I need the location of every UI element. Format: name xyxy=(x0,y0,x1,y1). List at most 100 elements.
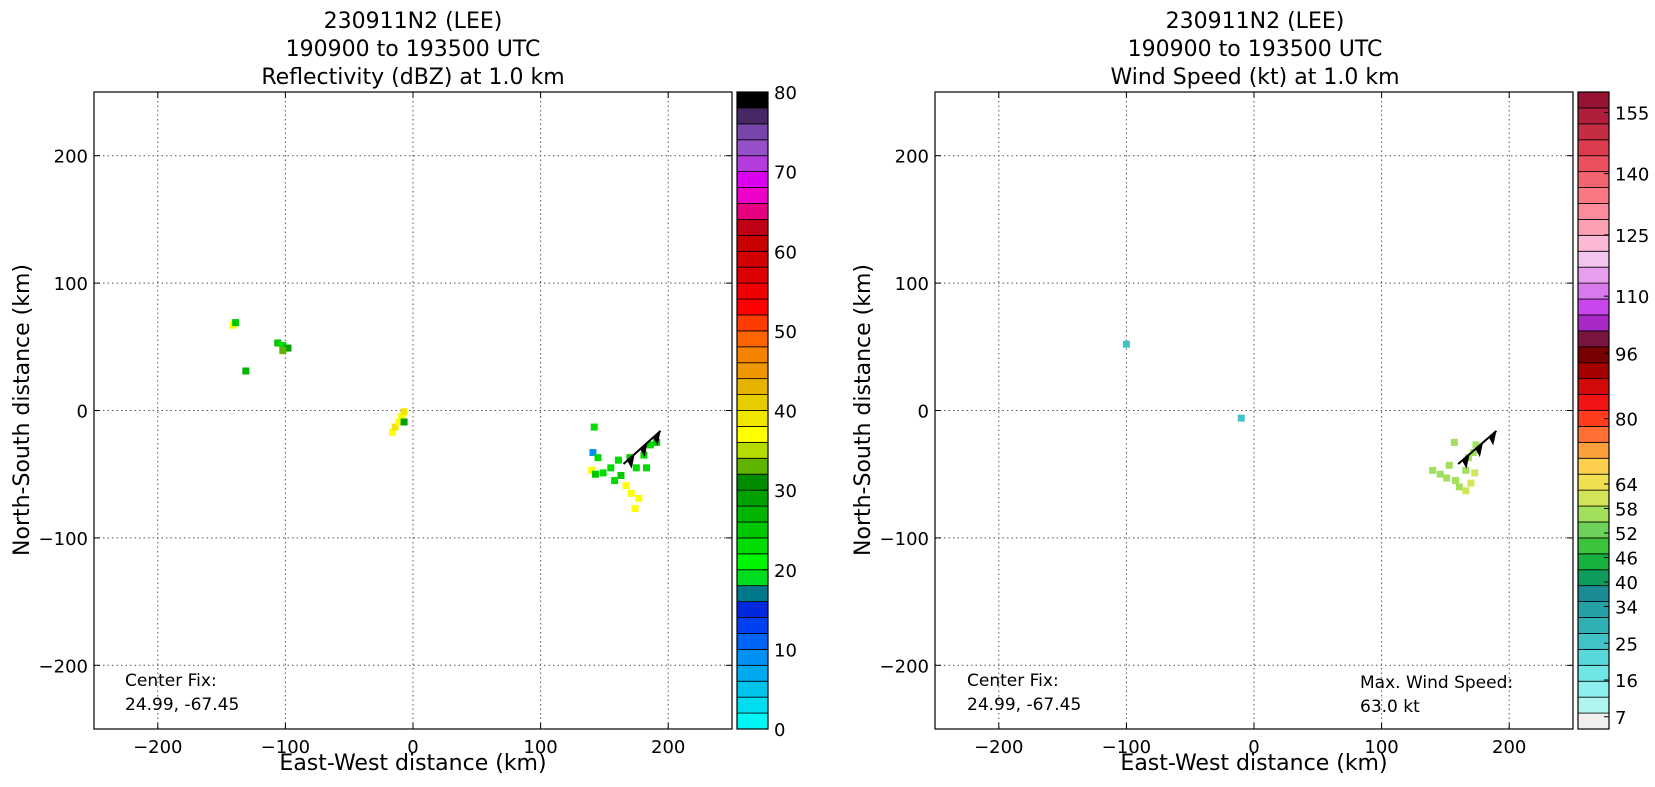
wind-title-line-2: 190900 to 193500 UTC xyxy=(1128,37,1383,62)
reflectivity-colorbar-swatch xyxy=(736,569,769,587)
wind-colorbar-swatch xyxy=(1577,314,1610,332)
reflectivity-echo-cell xyxy=(398,413,406,421)
reflectivity-gridlines xyxy=(94,92,732,729)
reflectivity-colorbar-swatch xyxy=(736,314,769,332)
reflectivity-colorbar-swatch xyxy=(736,123,769,141)
reflectivity-colorbar-swatch xyxy=(736,410,769,427)
wind-colorbar-tick-label: 46 xyxy=(1615,549,1638,570)
wind-y-axis-label: North-South distance (km) xyxy=(851,264,876,556)
wind-echo-cell xyxy=(1455,483,1463,491)
wind-axis-ticks: −200 −100 0 100 200 −200 −100 0 100 200 xyxy=(880,92,1573,758)
reflectivity-echo-cell xyxy=(622,482,630,490)
reflectivity-colorbar-swatch xyxy=(736,346,769,364)
wind-flight-track xyxy=(1457,430,1498,469)
reflectivity-colorbar-swatch xyxy=(736,394,769,411)
reflectivity-echo-cell xyxy=(400,418,408,426)
reflectivity-y-tick-label: −200 xyxy=(39,656,88,677)
reflectivity-colorbar-swatch xyxy=(736,187,769,204)
wind-colorbar-swatch xyxy=(1577,633,1610,650)
wind-colorbar-swatch xyxy=(1577,553,1610,571)
wind-colorbar-swatch xyxy=(1577,234,1610,252)
wind-colorbar-swatch xyxy=(1577,362,1610,380)
reflectivity-colorbar-swatch xyxy=(736,521,769,539)
reflectivity-echo-cell xyxy=(395,418,403,426)
wind-colorbar-swatch xyxy=(1577,473,1610,491)
wind-title-line-3: Wind Speed (kt) at 1.0 km xyxy=(1110,65,1399,90)
wind-echo-cell xyxy=(1443,474,1451,482)
reflectivity-colorbar-swatch xyxy=(736,298,769,316)
wind-center-fix-value: 24.99, -67.45 xyxy=(967,695,1081,715)
wind-colorbar-tick-label: 16 xyxy=(1615,671,1638,692)
reflectivity-colorbar-swatch xyxy=(736,426,769,443)
reflectivity-colorbar-swatch xyxy=(736,473,769,491)
reflectivity-colorbar-swatch xyxy=(736,250,769,268)
reflectivity-echo-cell xyxy=(242,367,250,375)
reflectivity-colorbar-swatch xyxy=(736,617,769,634)
reflectivity-wind-barb-flag xyxy=(653,430,661,446)
reflectivity-echo-cell xyxy=(607,464,615,472)
reflectivity-colorbar-swatch xyxy=(736,712,769,730)
reflectivity-x-tick-label: 200 xyxy=(651,737,685,758)
wind-echo-cell xyxy=(1436,470,1444,478)
wind-colorbar-tick-label: 110 xyxy=(1615,287,1649,308)
reflectivity-echo-cell xyxy=(391,423,399,431)
reflectivity-colorbar-swatch xyxy=(736,234,769,252)
reflectivity-x-tick-label: 0 xyxy=(407,737,418,758)
reflectivity-echo-cell xyxy=(611,477,619,485)
reflectivity-colorbar-swatch xyxy=(736,171,769,188)
reflectivity-colorbar-swatch xyxy=(736,107,769,125)
reflectivity-echo-cell xyxy=(627,489,635,497)
reflectivity-colorbar-swatch xyxy=(736,155,769,173)
wind-y-tick-label: −100 xyxy=(880,529,929,550)
wind-colorbar-swatch xyxy=(1577,218,1610,236)
wind-colorbar-frame xyxy=(1577,91,1610,730)
wind-wind-barb-flag xyxy=(1475,442,1484,458)
reflectivity-colorbar-swatch xyxy=(736,282,769,300)
wind-y-tick-label: 200 xyxy=(895,147,929,168)
reflectivity-colorbar-swatch xyxy=(736,680,769,698)
wind-x-tick-label: 100 xyxy=(1364,737,1398,758)
reflectivity-colorbar-tick-label: 0 xyxy=(774,720,785,741)
wind-colorbar-swatch xyxy=(1577,569,1610,587)
wind-colorbar-swatch xyxy=(1577,123,1610,141)
wind-colorbar-swatch xyxy=(1577,696,1610,714)
wind-colorbar-tick-label: 40 xyxy=(1615,573,1638,594)
reflectivity-colorbar-swatch xyxy=(736,633,769,650)
reflectivity-colorbar-tick-label: 30 xyxy=(774,481,797,502)
reflectivity-echo-cell xyxy=(279,347,287,355)
reflectivity-colorbar-swatch xyxy=(736,457,769,475)
wind-y-tick-label: 0 xyxy=(918,402,929,423)
wind-colorbar-tick-label: 25 xyxy=(1615,634,1638,655)
reflectivity-echo-cell xyxy=(389,428,397,436)
reflectivity-x-tick-label: −100 xyxy=(261,737,310,758)
wind-colorbar-swatch xyxy=(1577,712,1610,730)
reflectivity-colorbar-swatch xyxy=(736,601,769,618)
wind-title-line-1: 230911N2 (LEE) xyxy=(1166,9,1345,34)
reflectivity-colorbar-tick-label: 70 xyxy=(774,163,797,184)
reflectivity-colorbar-swatch xyxy=(736,330,769,348)
reflectivity-colorbar-swatch xyxy=(736,218,769,236)
reflectivity-colorbar-tick-label: 60 xyxy=(774,242,797,263)
wind-echo-cell xyxy=(1467,479,1475,487)
wind-colorbar-swatch xyxy=(1577,394,1610,411)
wind-x-tick-label: 200 xyxy=(1492,737,1526,758)
wind-echo-cell xyxy=(1471,469,1479,477)
reflectivity-echo-cell xyxy=(631,505,639,513)
reflectivity-colorbar-swatch xyxy=(736,585,769,602)
wind-colorbar-swatch xyxy=(1577,585,1610,602)
reflectivity-center-fix-value: 24.99, -67.45 xyxy=(125,695,239,715)
reflectivity-colorbar-swatch xyxy=(736,648,769,666)
wind-echo-cell xyxy=(1237,414,1245,422)
wind-colorbar-swatch xyxy=(1577,107,1610,125)
wind-echo-cell xyxy=(1445,461,1453,469)
wind-colorbar-tick-label: 96 xyxy=(1615,344,1638,365)
reflectivity-wind-barb-flag xyxy=(640,442,648,458)
wind-colorbar-swatch xyxy=(1577,648,1610,666)
wind-wind-barb-flag xyxy=(1462,454,1470,469)
reflectivity-echo-cell xyxy=(594,454,602,462)
reflectivity-echo-cell xyxy=(614,456,622,464)
wind-wind-barb-flag xyxy=(1488,430,1497,446)
reflectivity-colorbar-swatch xyxy=(736,139,769,157)
wind-colorbar-swatch xyxy=(1577,426,1610,443)
